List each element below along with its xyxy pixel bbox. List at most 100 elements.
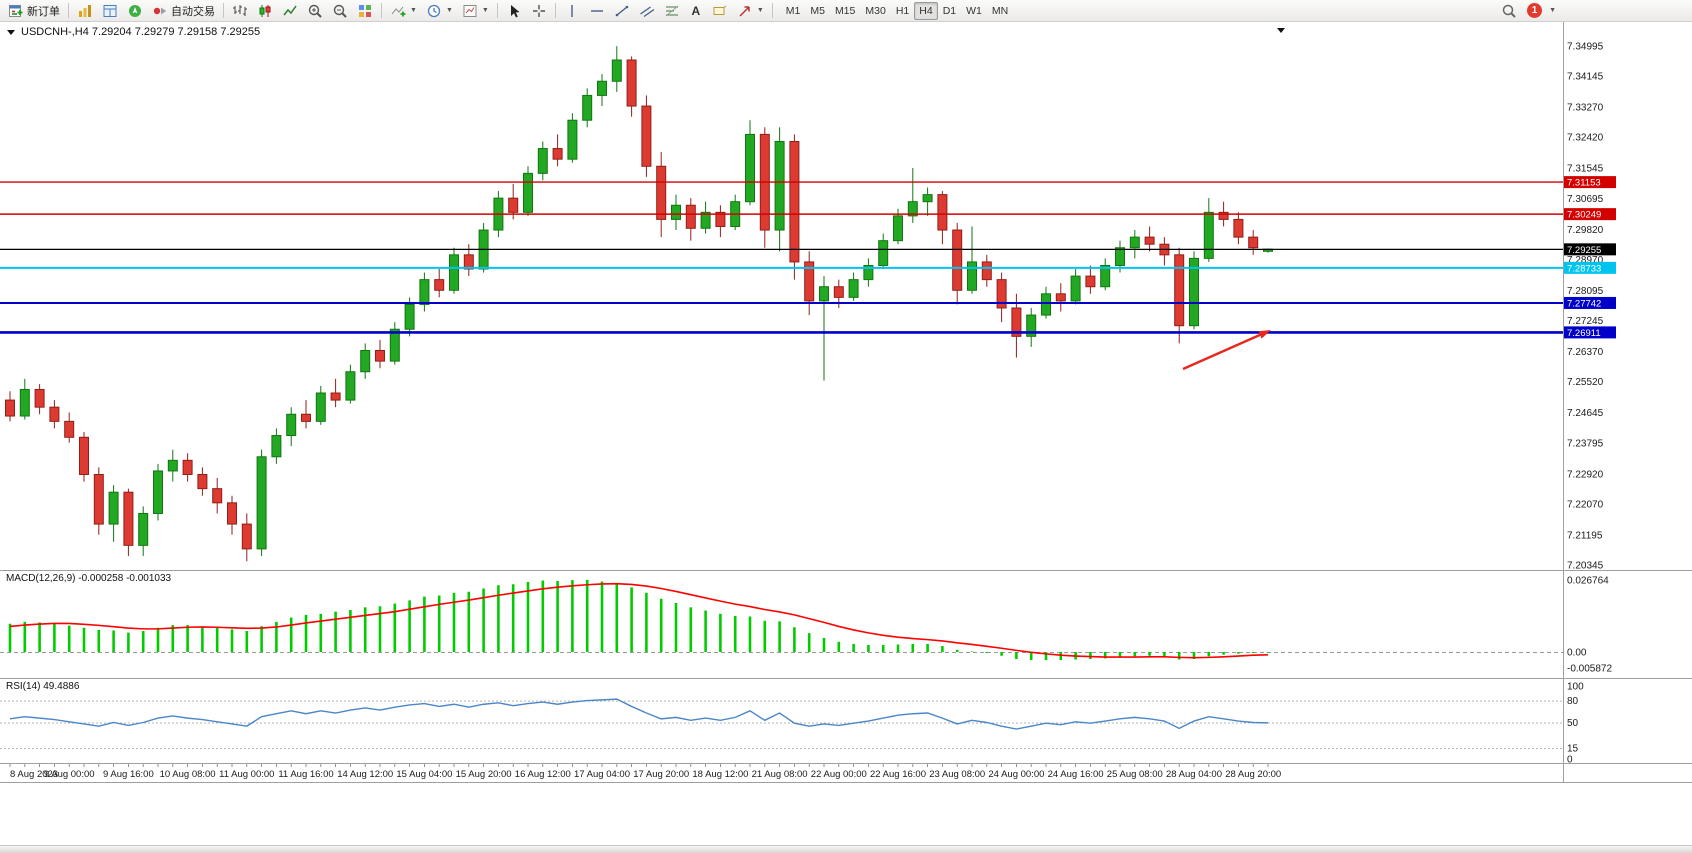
candle[interactable]	[715, 211, 726, 227]
timeframe-button-MN[interactable]: MN	[987, 2, 1013, 20]
candle[interactable]	[345, 371, 356, 401]
candle[interactable]	[700, 211, 711, 229]
candle[interactable]	[1233, 218, 1244, 238]
crosshair-button[interactable]	[527, 1, 551, 21]
timeframe-button-M30[interactable]: M30	[860, 2, 890, 20]
candle[interactable]	[286, 413, 297, 437]
candle[interactable]	[582, 94, 593, 121]
candle[interactable]	[804, 261, 815, 302]
search-button[interactable]	[1497, 1, 1521, 21]
candle[interactable]	[611, 59, 622, 82]
candle[interactable]	[922, 194, 933, 203]
periods-button[interactable]: ▼	[422, 1, 457, 21]
auto-trading-button[interactable]: 自动交易	[148, 1, 219, 21]
channel-tool-button[interactable]	[635, 1, 659, 21]
candle[interactable]	[389, 328, 400, 362]
candle[interactable]	[197, 473, 208, 490]
candle[interactable]	[863, 264, 874, 281]
symbol-dropdown-icon[interactable]	[7, 30, 15, 35]
candle[interactable]	[878, 240, 889, 266]
candle[interactable]	[1115, 247, 1125, 266]
text-tool-button[interactable]: A	[685, 1, 707, 21]
candle[interactable]	[597, 80, 607, 96]
candle[interactable]	[937, 194, 948, 231]
candle[interactable]	[241, 523, 252, 550]
arrows-tool-button[interactable]: ▼	[733, 1, 768, 21]
candle[interactable]	[1055, 293, 1066, 302]
candle[interactable]	[375, 349, 385, 362]
candle[interactable]	[1026, 314, 1037, 337]
candle[interactable]	[537, 148, 548, 174]
candle[interactable]	[508, 197, 519, 213]
candle[interactable]	[907, 201, 918, 217]
candle[interactable]	[49, 406, 60, 422]
candle[interactable]	[138, 512, 149, 546]
candle[interactable]	[952, 229, 963, 291]
timeframe-button-W1[interactable]: W1	[961, 2, 987, 20]
zoom-out-button[interactable]	[328, 1, 352, 21]
new-order-button[interactable]: 新订单	[4, 1, 64, 21]
candle[interactable]	[301, 413, 311, 422]
trendline-tool-button[interactable]	[610, 1, 634, 21]
candle[interactable]	[833, 286, 844, 298]
tile-windows-button[interactable]	[353, 1, 377, 21]
candle[interactable]	[1070, 275, 1081, 302]
candle[interactable]	[123, 491, 134, 546]
navigator-button[interactable]	[123, 1, 147, 21]
candle[interactable]	[315, 392, 326, 422]
timeframe-button-D1[interactable]: D1	[938, 2, 961, 20]
candle[interactable]	[893, 215, 903, 242]
candle[interactable]	[789, 140, 800, 263]
candle[interactable]	[463, 254, 474, 270]
candle[interactable]	[671, 204, 681, 220]
candle[interactable]	[404, 303, 415, 330]
candle[interactable]	[1011, 307, 1022, 337]
horizontal-line-tool-button[interactable]	[585, 1, 609, 21]
candle[interactable]	[360, 349, 371, 373]
candle[interactable]	[212, 488, 223, 504]
candlestick-chart-button[interactable]	[253, 1, 277, 21]
candle[interactable]	[819, 286, 829, 302]
candle[interactable]	[182, 459, 193, 475]
timeframe-button-M15[interactable]: M15	[830, 2, 860, 20]
timeframe-button-M1[interactable]: M1	[781, 2, 806, 20]
candle[interactable]	[848, 279, 859, 298]
candle[interactable]	[685, 204, 696, 229]
zoom-in-button[interactable]	[303, 1, 327, 21]
candle[interactable]	[330, 392, 341, 401]
candle[interactable]	[34, 388, 45, 408]
cursor-button[interactable]	[502, 1, 526, 21]
candle[interactable]	[745, 133, 755, 203]
market-watch-button[interactable]	[73, 1, 97, 21]
price-chart[interactable]: 7.34995 7.34145 7.33270 7.32420 7.31545 7.306…	[0, 22, 1692, 845]
candle[interactable]	[1041, 293, 1051, 316]
candle[interactable]	[1129, 236, 1140, 249]
arrow-annotation[interactable]	[1182, 332, 1263, 371]
candle[interactable]	[419, 279, 430, 305]
candle[interactable]	[167, 459, 178, 472]
candle[interactable]	[656, 165, 667, 220]
candle[interactable]	[774, 140, 785, 231]
candle[interactable]	[93, 473, 104, 525]
candle[interactable]	[552, 148, 563, 160]
candle[interactable]	[79, 436, 89, 475]
notification-badge[interactable]: 1	[1527, 3, 1543, 18]
candle[interactable]	[271, 435, 282, 458]
candle[interactable]	[567, 119, 578, 160]
data-window-button[interactable]	[98, 1, 122, 21]
candle[interactable]	[967, 261, 977, 291]
candle[interactable]	[153, 470, 163, 514]
bar-chart-button[interactable]	[228, 1, 252, 21]
candle[interactable]	[523, 172, 533, 213]
candle[interactable]	[1144, 236, 1155, 245]
vertical-line-tool-button[interactable]	[560, 1, 584, 21]
candle[interactable]	[1248, 236, 1259, 249]
candle[interactable]	[5, 399, 15, 417]
candle[interactable]	[981, 261, 992, 281]
timeframe-button-M5[interactable]: M5	[805, 2, 830, 20]
fibonacci-tool-button[interactable]	[660, 1, 684, 21]
timeframe-button-H1[interactable]: H1	[891, 2, 914, 20]
candle[interactable]	[256, 456, 267, 550]
candle[interactable]	[1203, 211, 1214, 259]
candle[interactable]	[449, 254, 459, 291]
